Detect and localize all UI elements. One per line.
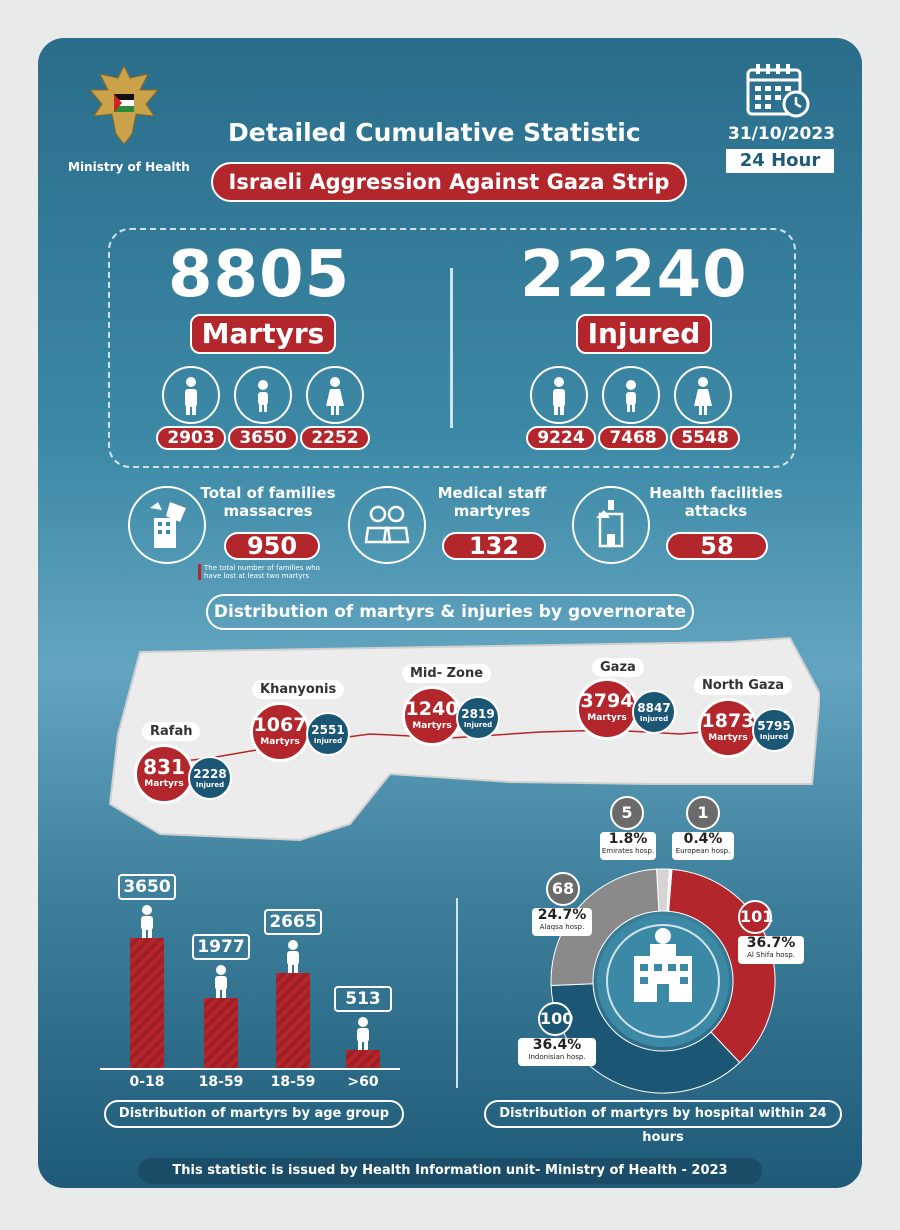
slice-european xyxy=(666,868,673,912)
facilities-label: Health facilities attacks xyxy=(649,484,783,520)
hosp-count-shifa: 101 xyxy=(738,900,773,934)
age-bar-value: 1977 xyxy=(192,934,250,960)
governorate-section-title: Distribution of martyrs & injuries by go… xyxy=(206,594,694,630)
injured-women: 5548 xyxy=(670,426,740,450)
woman-icon xyxy=(306,366,364,424)
footer-note: This statistic is issued by Health Infor… xyxy=(138,1158,762,1184)
age-category-label: 18-59 xyxy=(198,1074,244,1090)
facilities-value: 58 xyxy=(666,532,768,560)
gov-injured-gaza: 8847 Injured xyxy=(632,690,676,734)
person-icon xyxy=(208,964,234,998)
infographic-card: Ministry of Health Detailed Cumulative S… xyxy=(38,38,862,1188)
families-note: The total number of families who have los… xyxy=(204,564,321,580)
gov-martyrs-north-gaza: 1873 Martyrs xyxy=(698,698,758,758)
families-value: 950 xyxy=(224,532,320,560)
hospital-building-icon xyxy=(634,928,692,1002)
age-bar-value: 513 xyxy=(334,986,392,1012)
page-title: Detailed Cumulative Statistic xyxy=(228,118,641,147)
age-category-label: 0-18 xyxy=(129,1074,165,1090)
gov-martyrs-rafah: 831 Martyrs xyxy=(134,744,194,804)
charts-divider xyxy=(456,898,458,1088)
hosp-count-alaqsa: 68 xyxy=(546,872,580,906)
hosp-count-indonesian: 100 xyxy=(538,1002,573,1036)
hosp-count-european: 1 xyxy=(686,796,720,830)
building-collapse-icon xyxy=(128,486,206,564)
man-icon xyxy=(162,366,220,424)
gov-martyrs-midzone: 1240 Martyrs xyxy=(402,686,462,746)
hosp-pct-emirates: 1.8% Emirates hosp. xyxy=(600,832,656,860)
page-subtitle: Israeli Aggression Against Gaza Strip xyxy=(211,162,687,202)
gov-injured-midzone: 2819 Injured xyxy=(456,696,500,740)
medical-label: Medical staff martyres xyxy=(437,484,547,520)
person-icon xyxy=(350,1016,376,1050)
injured-children: 7468 xyxy=(598,426,668,450)
injured-total: 22240 xyxy=(520,238,748,312)
eagle-emblem-icon xyxy=(88,64,160,145)
gov-martyrs-khanyonis: 1067 Martyrs xyxy=(250,702,310,762)
age-bar xyxy=(346,1050,380,1068)
gov-label-gaza: Gaza xyxy=(592,658,644,677)
note-marker xyxy=(198,564,201,580)
age-bar xyxy=(204,998,238,1068)
calendar-icon xyxy=(746,64,810,118)
person-icon xyxy=(280,939,306,973)
gov-label-khanyonis: Khanyonis xyxy=(252,680,345,699)
person-icon xyxy=(134,904,160,938)
gov-label-midzone: Mid- Zone xyxy=(402,664,492,683)
martyrs-total: 8805 xyxy=(168,238,351,312)
hosp-pct-alaqsa: 24.7% Alaqsa hosp. xyxy=(532,908,592,936)
gov-label-north-gaza: North Gaza xyxy=(694,676,792,695)
child-icon xyxy=(602,366,660,424)
age-bar xyxy=(276,973,310,1068)
report-date: 31/10/2023 xyxy=(728,124,836,144)
medical-staff-icon xyxy=(348,486,426,564)
report-period: 24 Hour xyxy=(726,149,834,173)
gov-injured-rafah: 2228 Injured xyxy=(188,756,232,800)
child-icon xyxy=(234,366,292,424)
gov-label-rafah: Rafah xyxy=(142,722,201,741)
gov-martyrs-gaza: 3794 Martyrs xyxy=(576,678,638,740)
hospital-section-title: Distribution of martyrs by hospital with… xyxy=(484,1100,842,1145)
hospital-attack-icon xyxy=(572,486,650,564)
age-category-label: 18-59 xyxy=(270,1074,316,1090)
summary-divider xyxy=(450,268,453,428)
martyrs-men: 2903 xyxy=(156,426,226,450)
age-bar xyxy=(130,938,164,1068)
families-label: Total of families massacres xyxy=(200,484,336,520)
slice-indonesian xyxy=(550,983,741,1094)
age-category-label: >60 xyxy=(347,1074,379,1090)
gov-injured-khanyonis: 2551 Injured xyxy=(306,712,350,756)
martyrs-label: Martyrs xyxy=(190,314,336,354)
age-section-title: Distribution of martyrs by age group xyxy=(104,1100,404,1128)
hosp-count-emirates: 5 xyxy=(610,796,644,830)
martyrs-women: 2252 xyxy=(300,426,370,450)
injured-men: 9224 xyxy=(526,426,596,450)
hosp-pct-indonesian: 36.4% Indonisian hosp. xyxy=(518,1038,596,1066)
hosp-pct-shifa: 36.7% Al Shifa hosp. xyxy=(738,936,804,964)
martyrs-children: 3650 xyxy=(228,426,298,450)
gov-injured-north-gaza: 5795 Injured xyxy=(752,708,796,752)
medical-value: 132 xyxy=(442,532,546,560)
summary-box xyxy=(108,228,796,468)
age-chart-baseline xyxy=(100,1068,400,1070)
man-icon xyxy=(530,366,588,424)
age-bar-value: 2665 xyxy=(264,909,322,935)
ministry-label: Ministry of Health xyxy=(68,160,190,174)
hosp-pct-european: 0.4% European hosp. xyxy=(672,832,734,860)
age-bar-value: 3650 xyxy=(118,874,176,900)
injured-label: Injured xyxy=(576,314,712,354)
woman-icon xyxy=(674,366,732,424)
